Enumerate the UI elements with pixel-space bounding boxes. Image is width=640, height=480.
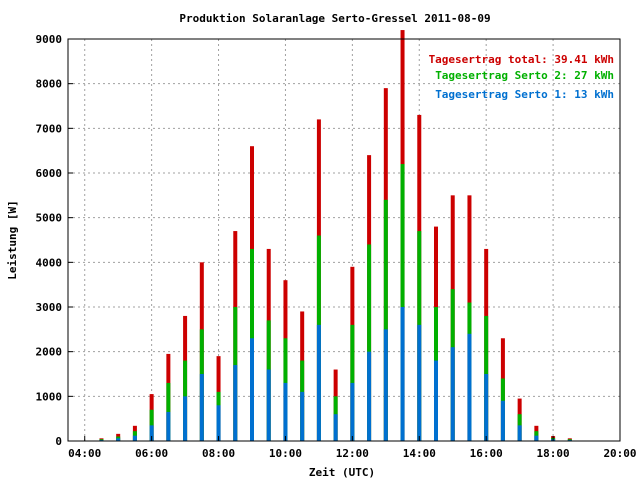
bar-serto-1 [300,391,305,441]
x-tick-label: 14:00 [403,447,436,460]
x-tick-label: 06:00 [135,447,168,460]
y-tick-label: 5000 [36,212,63,225]
bar-serto-1 [517,425,522,441]
x-tick-label: 08:00 [202,447,235,460]
y-tick-label: 2000 [36,346,63,359]
bar-serto-1 [400,307,405,441]
bar-serto-1 [450,347,455,441]
bar-serto-1 [216,405,221,441]
y-axis-label: Leistung [W] [6,200,19,279]
bar-serto-1 [467,333,472,441]
bar-serto-1 [283,382,288,441]
bar-serto-1 [367,351,372,441]
y-tick-label: 9000 [36,33,63,46]
bar-serto-1 [116,438,121,441]
bar-serto-1 [383,329,388,441]
bar-serto-1 [534,435,539,441]
bar-serto-1 [350,382,355,441]
y-tick-label: 3000 [36,301,63,314]
y-tick-label: 4000 [36,256,63,269]
x-tick-label: 16:00 [470,447,503,460]
bar-serto-1 [250,338,254,441]
x-tick-label: 12:00 [336,447,369,460]
bar-serto-1 [500,400,505,441]
bar-serto-1 [434,360,438,441]
y-tick-label: 7000 [36,122,63,135]
bar-serto-1 [484,374,489,441]
x-tick-label: 20:00 [603,447,636,460]
bar-serto-1 [233,365,238,441]
x-tick-labels: 04:00 06:00 08:00 10:00 12:00 14:00 16:00 18:00… [68,436,637,460]
y-tick-label: 6000 [36,167,63,180]
bar-serto-1 [149,425,154,441]
y-tick-label: 8000 [36,78,63,91]
x-tick-label: 18:00 [537,447,570,460]
bar-serto-2 [400,164,405,442]
bar-serto-1 [333,414,338,441]
bar-serto-1 [166,411,171,441]
x-tick-label: 10:00 [269,447,302,460]
legend-total: Tagesertrag total: 39.41 kWh [429,53,614,66]
legend-serto-1: Tagesertrag Serto 1: 13 kWh [435,88,614,101]
x-axis-label: Zeit (UTC) [309,466,375,479]
y-tick-labels: 0 1000 2000 3000 4000 5000 6000 7000 8000 9000 [36,33,73,448]
bar-serto-1 [266,369,271,441]
legend-serto-2: Tagesertrag Serto 2: 27 kWh [435,69,614,82]
bar-serto-1 [132,435,137,441]
bar-serto-1 [417,324,422,441]
bar-serto-2 [383,199,388,441]
y-tick-label: 1000 [36,390,63,403]
y-tick-label: 0 [55,435,62,448]
bar-serto-1 [316,324,321,441]
bar-serto-1 [183,396,188,441]
x-tick-label: 04:00 [68,447,101,460]
plot-frame [67,38,621,442]
bar-serto-2 [367,244,372,441]
bars [99,30,572,442]
chart-title: Produktion Solaranlage Serto-Gressel 201… [179,12,490,25]
bar-serto-1 [199,374,204,441]
